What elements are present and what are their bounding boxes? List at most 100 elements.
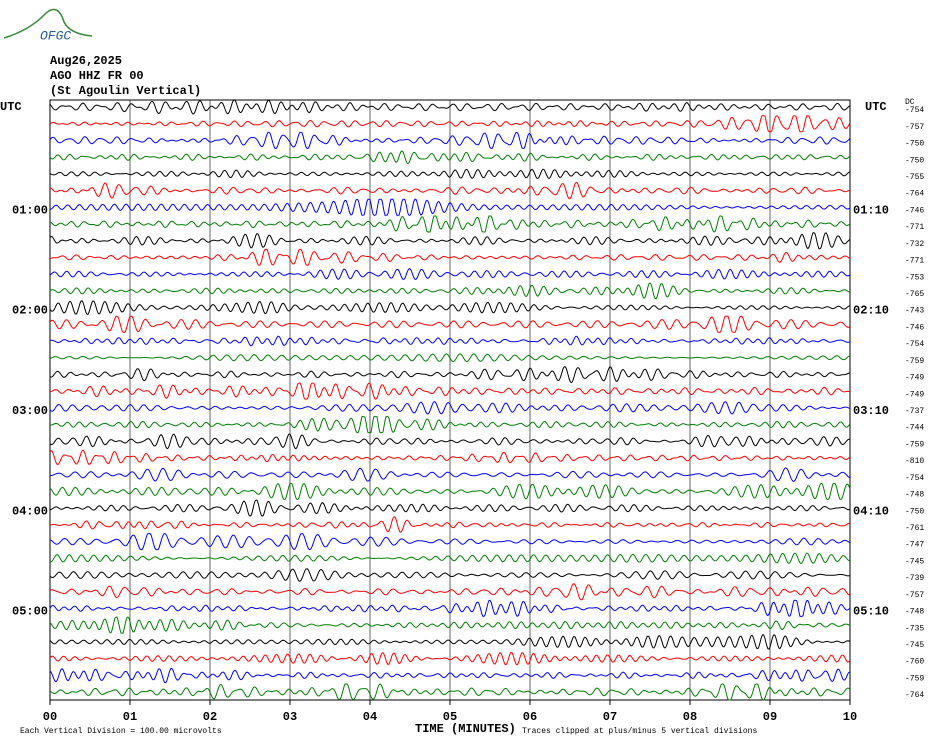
trace <box>50 335 851 347</box>
x-tick-label: 00 <box>43 710 57 724</box>
dc-offset: -750 <box>905 156 924 165</box>
trace <box>50 499 851 517</box>
trace <box>49 365 851 383</box>
location: (St Agoulin Vertical) <box>50 84 201 98</box>
trace <box>49 382 851 400</box>
dc-offset: -748 <box>905 608 924 617</box>
logo: OFGC <box>40 28 71 43</box>
dc-offset: -743 <box>905 307 924 316</box>
trace <box>50 416 851 434</box>
utc-left: UTC <box>0 100 22 114</box>
dc-offset: -737 <box>905 407 924 416</box>
trace <box>49 198 851 216</box>
dc-offset: -759 <box>905 440 924 449</box>
dc-offset: -760 <box>905 658 924 667</box>
dc-offset: -746 <box>905 206 924 215</box>
dc-offset: -810 <box>905 457 924 466</box>
dc-offset: -757 <box>905 123 924 132</box>
x-tick-label: 03 <box>283 710 297 724</box>
station: AGO HHZ FR 00 <box>50 69 144 83</box>
utc-right: UTC <box>865 100 887 114</box>
x-tick-label: 04 <box>363 710 377 724</box>
trace <box>49 182 851 200</box>
dc-offset: -753 <box>905 273 924 282</box>
x-tick-label: 07 <box>603 710 617 724</box>
trace <box>49 533 851 551</box>
trace <box>49 131 851 149</box>
dc-offset: -749 <box>905 374 924 383</box>
dc-offset: -739 <box>905 574 924 583</box>
dc-offset: -747 <box>905 541 924 550</box>
trace <box>49 583 851 601</box>
trace <box>49 516 851 533</box>
trace <box>49 401 851 415</box>
logo-curve <box>3 8 93 39</box>
trace <box>49 248 851 266</box>
dc-offset: -754 <box>905 474 924 483</box>
row-time-right: 01:10 <box>853 203 889 217</box>
row-time-left: 03:00 <box>12 404 48 418</box>
trace <box>49 633 851 650</box>
dc-offset: -745 <box>905 641 924 650</box>
trace <box>49 168 851 179</box>
x-tick-label: 09 <box>763 710 777 724</box>
x-tick-label: 06 <box>523 710 537 724</box>
dc-offset: -750 <box>905 507 924 516</box>
dc-header: DC <box>905 98 915 107</box>
trace <box>49 616 851 634</box>
dc-offset: -755 <box>905 173 924 182</box>
dc-offset: -759 <box>905 357 924 366</box>
scale-note: Each Vertical Division = 100.00 microvol… <box>20 727 222 736</box>
dc-offset: -735 <box>905 624 924 633</box>
clip-note: Traces clipped at plus/minus 5 vertical … <box>522 727 757 736</box>
trace <box>50 467 851 482</box>
date: Aug26,2025 <box>50 54 122 68</box>
trace <box>49 449 851 466</box>
dc-offset: -764 <box>905 691 924 700</box>
trace <box>49 599 851 617</box>
dc-offset: -746 <box>905 323 924 332</box>
row-time-right: 04:10 <box>853 504 889 518</box>
row-time-right: 02:10 <box>853 304 889 318</box>
trace <box>49 150 851 165</box>
trace <box>49 683 851 701</box>
row-time-left: 02:00 <box>12 304 48 318</box>
trace <box>49 300 851 315</box>
row-time-left: 05:00 <box>12 605 48 619</box>
dc-offset: -765 <box>905 290 924 299</box>
row-time-right: 05:10 <box>853 605 889 619</box>
dc-offset: -745 <box>905 557 924 566</box>
x-tick-label: 08 <box>683 710 697 724</box>
dc-offset: -748 <box>905 491 924 500</box>
row-time-right: 03:10 <box>853 404 889 418</box>
x-tick-label: 10 <box>843 710 857 724</box>
dc-offset: -754 <box>905 106 924 115</box>
trace <box>49 433 851 450</box>
x-axis-label: TIME (MINUTES) <box>415 722 516 736</box>
trace <box>49 315 851 333</box>
x-tick-label: 02 <box>203 710 217 724</box>
dc-offset: -732 <box>905 240 924 249</box>
dc-offset: -757 <box>905 591 924 600</box>
dc-offset: -764 <box>905 190 924 199</box>
trace <box>49 651 851 666</box>
dc-offset: -771 <box>905 257 924 266</box>
trace <box>49 268 851 280</box>
trace <box>49 568 851 582</box>
trace <box>49 215 851 233</box>
dc-offset: -749 <box>905 390 924 399</box>
trace <box>49 99 851 115</box>
row-time-left: 04:00 <box>12 504 48 518</box>
x-tick-label: 05 <box>443 710 457 724</box>
x-tick-label: 01 <box>123 710 137 724</box>
trace <box>49 232 851 250</box>
row-time-left: 01:00 <box>12 203 48 217</box>
trace <box>49 353 851 363</box>
dc-offset: -744 <box>905 424 924 433</box>
trace <box>49 115 851 133</box>
trace <box>49 482 851 500</box>
dc-offset: -750 <box>905 140 924 149</box>
dc-offset: -754 <box>905 340 924 349</box>
trace <box>49 667 851 684</box>
dc-offset: -759 <box>905 674 924 683</box>
